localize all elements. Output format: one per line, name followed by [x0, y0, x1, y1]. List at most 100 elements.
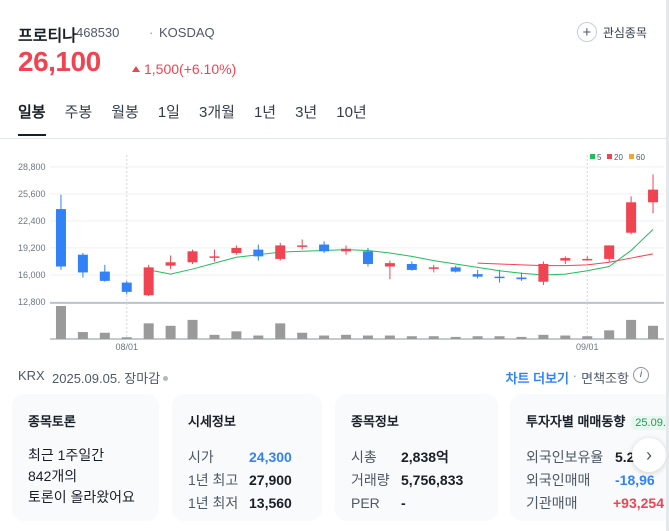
row-key: 시총 — [351, 448, 377, 465]
candle-up — [538, 263, 549, 282]
candle-up — [626, 202, 637, 233]
candle-up — [209, 256, 220, 258]
candle-up — [143, 267, 154, 296]
candle-down — [319, 244, 330, 252]
quote-row: 시가 24,300 — [188, 445, 306, 468]
volume-bar — [297, 332, 308, 339]
company-row: 시총 2,838억 — [351, 445, 482, 468]
date-badge: 25.09.0 — [631, 416, 669, 430]
tab-1y[interactable]: 1년 — [253, 104, 277, 121]
row-key: 거래량 — [351, 471, 390, 488]
legend-label: 20 — [614, 153, 623, 162]
row-value: 5,756,833 — [401, 471, 464, 488]
y-tick-label: 12,800 — [18, 297, 46, 307]
candle-down — [516, 277, 527, 280]
volume-bar — [472, 336, 483, 339]
price-change: 1,500(+6.10%) — [132, 61, 236, 77]
volume-bar — [55, 306, 66, 339]
investor-row: 외국인매매 -18,96 — [526, 468, 664, 491]
stock-name: 프로티나 — [18, 28, 77, 45]
candle-down — [99, 271, 110, 281]
header-separator: · — [149, 25, 154, 40]
tab-10y[interactable]: 10년 — [336, 104, 367, 121]
y-tick-label: 25,600 — [18, 189, 46, 199]
x-tick-label: 09/01 — [576, 342, 599, 352]
up-triangle-icon — [132, 66, 140, 72]
volume-bar — [560, 335, 571, 339]
tab-1d[interactable]: 1일 — [157, 104, 180, 121]
volume-bar — [516, 336, 527, 339]
tab-weekly[interactable]: 주봉 — [64, 104, 93, 121]
volume-bar — [165, 325, 176, 339]
price-change-value: 1,500(+6.10%) — [144, 61, 237, 77]
candle-down — [494, 276, 505, 279]
y-tick-label: 19,200 — [18, 243, 46, 253]
candle-down — [472, 274, 483, 277]
volume-bar — [384, 335, 395, 339]
discussion-title: 종목토론 — [28, 414, 76, 429]
row-key: 1년 최저 — [188, 494, 239, 511]
row-value: 5.2 — [615, 448, 635, 465]
row-key: PER — [351, 494, 380, 511]
watchlist-label: 관심종목 — [602, 25, 647, 40]
volume-bar — [121, 337, 132, 339]
x-tick-label: 08/01 — [115, 342, 138, 352]
investor-row: 외국인보유율 5.2 — [526, 445, 664, 468]
ma20-line — [477, 253, 654, 267]
y-tick-label: 28,800 — [18, 162, 46, 172]
tab-daily[interactable]: 일봉 — [18, 101, 46, 136]
discussion-line: 최근 1주일간 — [28, 447, 105, 463]
date-label: 2025.09.05. 장마감 — [52, 371, 161, 386]
row-value: 2,838억 — [401, 448, 449, 465]
legend-label: 60 — [636, 153, 645, 162]
volume-bar — [626, 319, 637, 339]
volume-bar — [253, 335, 264, 339]
candle-up — [341, 248, 352, 252]
company-card[interactable]: 종목정보 시총 2,838억 거래량 5,756,833 PER - — [335, 394, 498, 521]
tab-3y[interactable]: 3년 — [295, 104, 318, 121]
candle-up — [560, 258, 571, 261]
candle-down — [55, 209, 66, 267]
current-price: 26,100 — [18, 46, 101, 77]
volume-bar — [582, 336, 593, 339]
candle-up — [297, 245, 308, 247]
volume-bar — [209, 334, 220, 339]
discussion-line: 토론이 올라왔어요 — [28, 489, 135, 505]
info-separator: · — [572, 368, 577, 383]
stock-code: 468530 — [76, 25, 120, 40]
row-value: +93,254 — [613, 494, 664, 511]
row-key: 1년 최고 — [188, 471, 239, 488]
candle-down — [450, 267, 461, 272]
more-chart-link[interactable]: 차트 더보기 — [505, 371, 569, 386]
row-value: - — [401, 494, 406, 511]
candle-up — [165, 262, 176, 266]
volume-bar — [275, 323, 286, 339]
tabs-divider — [0, 138, 666, 139]
candlestick-chart[interactable]: 28,800 25,600 22,400 19,200 16,000 12,800 08/0… — [0, 140, 666, 360]
row-value: 24,300 — [249, 448, 292, 465]
company-row: 거래량 5,756,833 — [351, 468, 482, 491]
row-key: 외국인매매 — [526, 471, 591, 488]
stock-market: KOSDAQ — [159, 25, 215, 40]
tab-monthly[interactable]: 월봉 — [111, 104, 139, 121]
plus-circle-icon: + — [576, 22, 597, 42]
candle-down — [362, 251, 373, 264]
volume-bar — [319, 335, 330, 339]
watchlist-button[interactable]: + 관심종목 — [576, 20, 647, 44]
disclaimer-link[interactable]: 면책조항 — [581, 371, 629, 386]
tab-3m[interactable]: 3개월 — [198, 104, 235, 121]
quote-row: 1년 최저 13,560 — [188, 491, 306, 514]
volume-bar — [648, 325, 659, 339]
legend-swatch — [607, 154, 612, 159]
discussion-body: 최근 1주일간 842개의 토론이 올라왔어요 — [28, 445, 143, 508]
exchange-label: KRX — [18, 368, 45, 383]
candle-down — [253, 249, 264, 257]
volume-bar — [143, 323, 154, 339]
company-row: PER - — [351, 491, 482, 514]
candle-up — [648, 189, 659, 203]
next-arrow-button[interactable]: › — [632, 438, 666, 472]
discussion-card[interactable]: 종목토론 최근 1주일간 842개의 토론이 올라왔어요 — [12, 394, 159, 521]
info-icon[interactable]: i — [633, 367, 649, 383]
quote-card[interactable]: 시세정보 시가 24,300 1년 최고 27,900 1년 최저 13,560 — [172, 394, 322, 521]
investor-title-text: 투자자별 매매동향 — [526, 414, 626, 429]
